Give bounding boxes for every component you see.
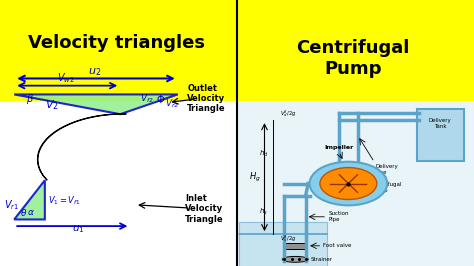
- Text: Delivery
Pipe: Delivery Pipe: [375, 164, 398, 175]
- Circle shape: [320, 168, 377, 200]
- Bar: [0, 101, 237, 266]
- Text: Centrifugal
Pump: Centrifugal Pump: [296, 39, 410, 78]
- Bar: [283, 243, 307, 249]
- Text: Foot valve: Foot valve: [323, 243, 352, 248]
- Bar: [239, 222, 327, 266]
- Polygon shape: [14, 180, 45, 219]
- Text: $h_d$: $h_d$: [259, 149, 268, 159]
- Text: Inlet
Velocity
Triangle: Inlet Velocity Triangle: [185, 194, 223, 224]
- Text: $V_1 = V_{f1}$: $V_1 = V_{f1}$: [47, 195, 81, 207]
- Circle shape: [310, 162, 387, 205]
- Ellipse shape: [282, 256, 309, 262]
- Text: Centrifugal
Pump: Centrifugal Pump: [372, 182, 402, 193]
- Text: Impeller: Impeller: [324, 145, 354, 150]
- Text: $h_s$: $h_s$: [259, 206, 268, 217]
- Text: $u_2$: $u_2$: [88, 66, 101, 78]
- Polygon shape: [14, 94, 178, 114]
- Text: $\beta$: $\beta$: [26, 92, 34, 106]
- Text: $V_{r1}$: $V_{r1}$: [4, 198, 19, 212]
- Text: $\theta$: $\theta$: [20, 207, 27, 218]
- Text: $V_d^2/2g$: $V_d^2/2g$: [280, 108, 296, 119]
- Text: $V_{w2}$: $V_{w2}$: [57, 72, 75, 85]
- Bar: [237, 101, 474, 266]
- Text: $V_s^2/2g$: $V_s^2/2g$: [280, 233, 296, 244]
- Text: $H_g$: $H_g$: [249, 171, 261, 184]
- Text: $\Phi$: $\Phi$: [156, 93, 165, 105]
- Polygon shape: [37, 114, 127, 180]
- Text: Suction
Pipe: Suction Pipe: [328, 211, 349, 222]
- Text: Delivery
Tank: Delivery Tank: [429, 118, 452, 129]
- Text: $u_1$: $u_1$: [72, 223, 84, 235]
- Text: Outlet
Velocity
Triangle: Outlet Velocity Triangle: [187, 84, 226, 113]
- Text: $V_{f2}$: $V_{f2}$: [140, 93, 154, 105]
- Text: Strainer: Strainer: [310, 257, 332, 262]
- Bar: [417, 109, 464, 161]
- Text: $V_{r2}$: $V_{r2}$: [165, 97, 179, 110]
- Text: Velocity triangles: Velocity triangles: [27, 34, 205, 52]
- Text: $\alpha$: $\alpha$: [27, 209, 35, 218]
- Text: $V_2$: $V_2$: [45, 98, 59, 112]
